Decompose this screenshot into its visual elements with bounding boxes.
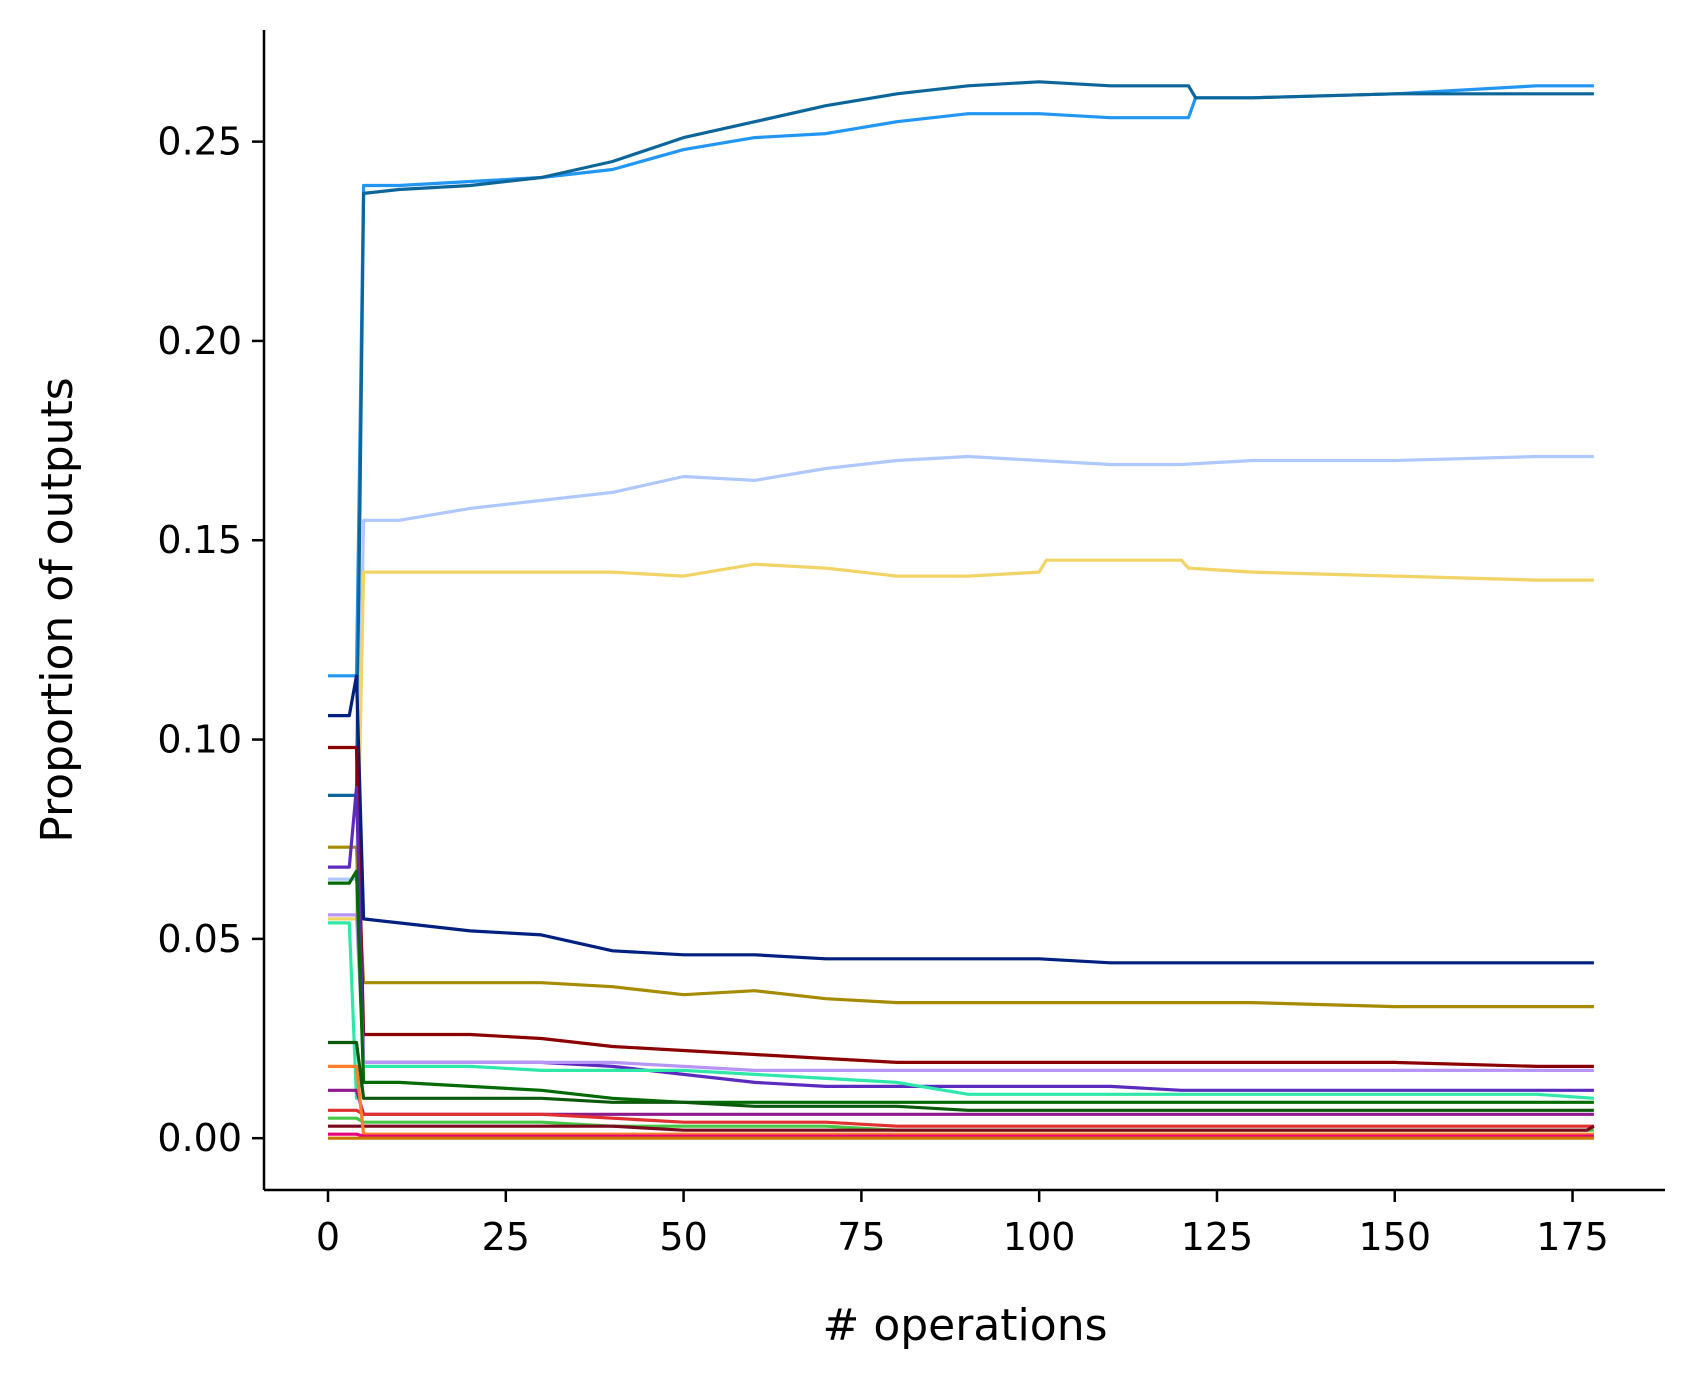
series-line-18 [328, 1132, 1594, 1138]
x-ticks: 0 25 50 75 100 125 150 175 [316, 1190, 1609, 1259]
x-tick-label: 125 [1181, 1215, 1254, 1259]
series-line-12 [328, 1040, 1594, 1112]
series-line-16 [328, 1124, 1595, 1132]
x-axis-title: # operations [822, 1300, 1107, 1351]
series-line-14 [328, 1108, 1594, 1128]
series-line-7 [328, 745, 1594, 1069]
axes [262, 30, 1665, 1192]
series-line-17 [328, 1064, 1594, 1136]
series-line-9 [328, 913, 1594, 1073]
y-axis-title: Proportion of outputs [32, 377, 83, 842]
x-tick-label: 100 [1003, 1215, 1076, 1259]
series-line-5 [328, 674, 1594, 965]
y-tick-label: 0.20 [157, 319, 242, 363]
y-tick-label: 0.15 [157, 518, 242, 562]
y-ticks: 0.00 0.05 0.10 0.15 0.20 0.25 [157, 120, 264, 1160]
series-line-10 [328, 921, 1595, 1100]
series-layer [328, 80, 1595, 1140]
y-tick-label: 0.00 [157, 1116, 242, 1160]
x-tick-label: 175 [1536, 1215, 1609, 1259]
series-line-8 [328, 785, 1594, 1092]
series-line-2 [328, 80, 1594, 798]
y-tick-label: 0.25 [157, 120, 242, 164]
x-tick-label: 50 [659, 1215, 707, 1259]
y-tick-label: 0.10 [157, 718, 242, 762]
series-line-4 [328, 558, 1594, 921]
y-tick-label: 0.05 [157, 917, 242, 961]
x-tick-label: 75 [837, 1215, 885, 1259]
x-tick-label: 0 [316, 1215, 340, 1259]
series-line-3 [328, 454, 1594, 881]
series-line-6 [328, 845, 1594, 1009]
series-line-1 [328, 84, 1594, 678]
series-line-15 [328, 1116, 1594, 1132]
series-line-11 [328, 869, 1594, 1104]
x-tick-label: 25 [482, 1215, 530, 1259]
x-tick-label: 150 [1358, 1215, 1431, 1259]
